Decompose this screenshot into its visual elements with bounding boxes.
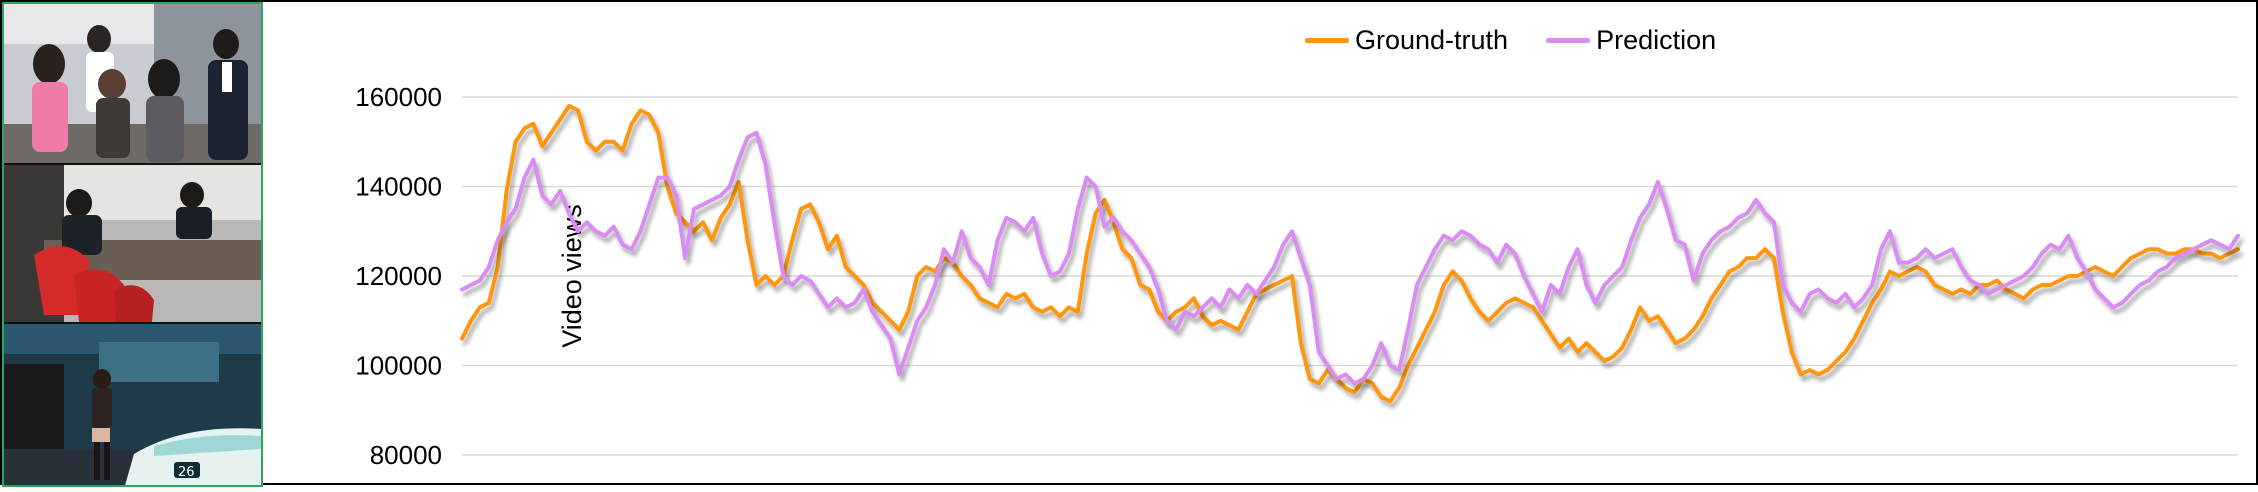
views-line-chart: 160000 140000 120000 100000 80000 Video view… <box>265 2 2258 487</box>
legend-label-ground-truth: Ground-truth <box>1355 24 1509 55</box>
legend-label-prediction: Prediction <box>1596 24 1717 55</box>
legend-item-prediction: Prediction <box>1546 25 1716 56</box>
legend-swatch-ground-truth <box>1305 37 1349 43</box>
video-thumbnail-strip: 26 <box>2 2 263 487</box>
series-line-ground-truth <box>460 103 2240 404</box>
y-tick-label: 160000 <box>355 82 442 112</box>
chart-legend: Ground-truth Prediction <box>1305 22 1754 58</box>
svg-text:26: 26 <box>178 465 195 480</box>
y-tick-label: 120000 <box>355 261 442 291</box>
series-line-prediction <box>460 130 2240 386</box>
video-thumbnail-1 <box>4 4 261 163</box>
legend-item-ground-truth: Ground-truth <box>1305 25 1508 56</box>
legend-swatch-prediction <box>1546 37 1591 43</box>
y-tick-label: 140000 <box>355 172 442 202</box>
video-thumbnail-2 <box>4 165 261 322</box>
y-tick-label: 100000 <box>355 351 442 381</box>
y-tick-label: 80000 <box>370 440 442 470</box>
video-thumbnail-3: 26 <box>4 324 261 485</box>
